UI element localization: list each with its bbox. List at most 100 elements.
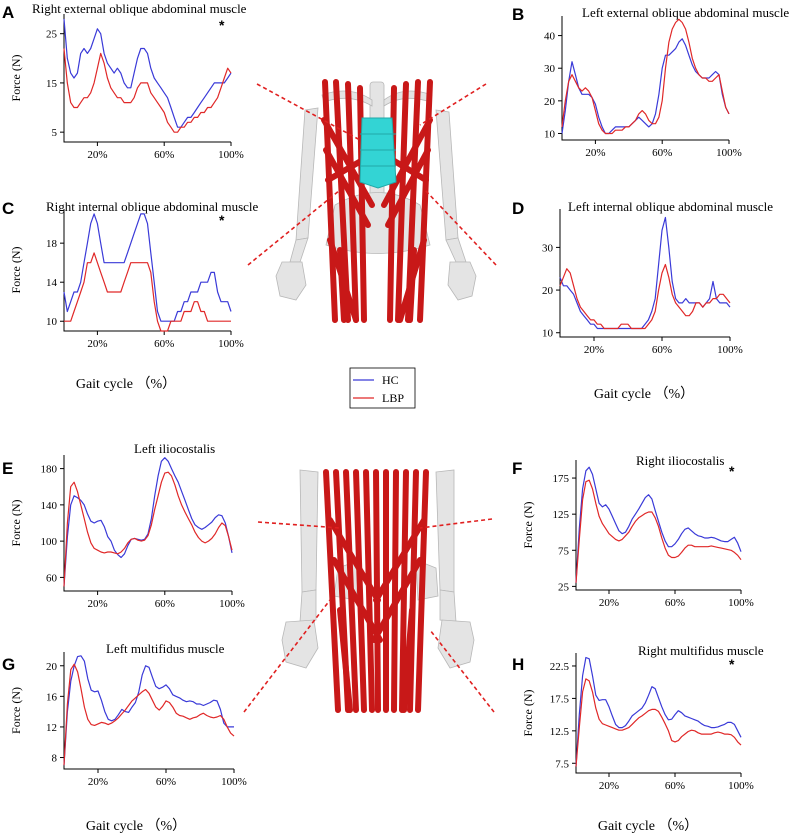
panel-b: B Left external oblique abdominal muscle 1… [512,5,789,159]
panel-c-series-lbp [64,252,231,332]
panel-a-series-hc [63,18,232,128]
panel-c-x-tick-label: 60% [154,338,174,350]
x-axis-label-left-upper: Gait cycle （%） [76,376,176,392]
panel-f-series-hc [575,466,742,583]
legend-frame [349,367,416,409]
panel-b-y-tick-label: 30 [544,63,556,75]
panel-d-series-lbp [559,263,731,330]
panel-d: D Left internal oblique abdominal muscle 1… [512,199,773,356]
panel-d-y-tick-label: 10 [542,328,554,340]
panel-h-series-lbp [575,678,742,767]
panel-g-y-axis-label: Force (N) [9,687,23,734]
panel-e-letter: E [2,459,13,478]
panel-h-axes [575,653,741,774]
panel-f-series-lbp [575,479,742,583]
panel-d-y-tick-label: 30 [542,242,554,254]
panel-b-axes [561,16,729,141]
panel-c-title: Right internal oblique abdominal muscle [46,199,259,214]
panel-e-x-tick-label: 100% [219,598,245,610]
legend: HC LBP [349,367,416,409]
panel-g-y-tick-label: 16 [46,691,58,703]
panel-g-title: Left multifidus muscle [106,641,225,656]
panel-g-x-tick-label: 60% [156,776,176,788]
panel-b-x-tick-label: 100% [716,147,742,159]
panel-h-y-tick-label: 22.5 [550,661,570,673]
panel-h-y-tick-label: 12.5 [550,726,570,738]
panel-b-y-tick-label: 10 [544,128,556,140]
panel-a-x-tick-label: 20% [87,149,107,161]
panel-h-x-tick-label: 20% [599,780,619,792]
panel-a-axes [63,14,231,143]
panel-c-series-hc [63,213,232,322]
panel-c-y-tick-label: 14 [46,277,58,289]
panel-h-y-tick-label: 7.5 [555,758,569,770]
panel-g: G Left multifidus muscle 8 12 16 20 20% 60% 100%… [2,641,247,788]
panel-a-title: Right external oblique abdominal muscle [32,1,247,16]
panel-b-y-tick-label: 40 [544,31,556,43]
panel-g-y-tick-label: 20 [46,661,58,673]
panel-g-x-tick-label: 20% [88,776,108,788]
panel-c-x-tick-label: 100% [218,338,244,350]
panel-f-x-tick-label: 100% [728,597,754,609]
upper-anatomy-illustration [275,79,477,323]
panel-f-y-axis-label: Force (N) [521,502,535,549]
x-axis-label-left-lower: Gait cycle （%） [86,818,186,834]
panel-d-x-tick-label: 60% [652,344,672,356]
panel-b-series-lbp [561,18,730,135]
panel-h-series-hc [575,656,742,767]
panel-d-title: Left internal oblique abdominal muscle [568,199,773,214]
panel-e-series-hc [63,457,233,587]
x-axis-label-right-lower: Gait cycle （%） [598,818,698,834]
legend-label-hc: HC [382,373,399,387]
panel-e-y-tick-label: 180 [41,464,58,476]
panel-c-y-axis-label: Force (N) [9,247,23,294]
panel-c-letter: C [2,199,14,218]
panel-f-title: Right iliocostalis [636,453,724,468]
panel-d-y-tick-label: 20 [542,285,554,297]
panel-f-axes [575,460,741,591]
panel-g-series-hc [63,655,234,766]
panel-e-x-tick-label: 60% [155,598,175,610]
panel-e-y-tick-label: 100 [41,536,58,548]
panel-b-y-tick-label: 20 [544,96,556,108]
panel-a-x-tick-label: 60% [154,149,174,161]
panel-c-y-tick-label: 10 [46,316,58,328]
panel-a-significance-marker: * [219,17,225,33]
panel-a-y-axis-label: Force (N) [9,55,23,102]
panel-e-series-lbp [63,471,233,587]
panel-f-significance-marker: * [729,463,735,479]
panel-c-y-tick-label: 18 [46,238,58,250]
panel-c-significance-marker: * [219,212,225,228]
legend-label-lbp: LBP [382,391,404,405]
panel-e: E Left iliocostalis 60 100 140 180 20% 60% 100% F… [2,441,245,610]
panel-g-letter: G [2,655,15,674]
panel-d-x-tick-label: 20% [584,344,604,356]
panel-b-x-tick-label: 20% [585,147,605,159]
panel-d-x-tick-label: 100% [717,344,743,356]
connector-lines [243,83,497,713]
panel-g-y-tick-label: 12 [46,722,57,734]
panel-b-series-hc [561,38,730,135]
panel-h: H Right multifidus muscle 7.5 12.5 17.5 22.5 2… [512,643,764,792]
panel-h-title: Right multifidus muscle [638,643,764,658]
panel-f-x-tick-label: 60% [665,597,685,609]
panel-b-letter: B [512,5,524,24]
panel-a-series-lbp [63,48,232,133]
panel-h-letter: H [512,655,524,674]
panel-e-axes [63,455,232,592]
panel-h-y-tick-label: 17.5 [550,693,570,705]
panel-c: C Right internal oblique abdominal muscle… [2,199,259,350]
panel-b-x-tick-label: 60% [652,147,672,159]
panel-f-y-tick-label: 125 [553,509,570,521]
panel-b-title: Left external oblique abdominal muscle [582,5,789,20]
panel-f-y-tick-label: 175 [553,473,570,485]
x-axis-label-right-upper: Gait cycle （%） [594,386,694,402]
panel-f-y-tick-label: 25 [558,581,570,593]
panel-h-y-axis-label: Force (N) [521,690,535,737]
panel-e-x-tick-label: 20% [88,598,108,610]
panel-h-x-tick-label: 100% [728,780,754,792]
panel-e-y-tick-label: 60 [46,572,58,584]
panel-f: F Right iliocostalis 25 75 125 175 20% 60% 100% F… [512,453,754,609]
panel-a: A Right external oblique abdominal muscle… [2,1,247,161]
